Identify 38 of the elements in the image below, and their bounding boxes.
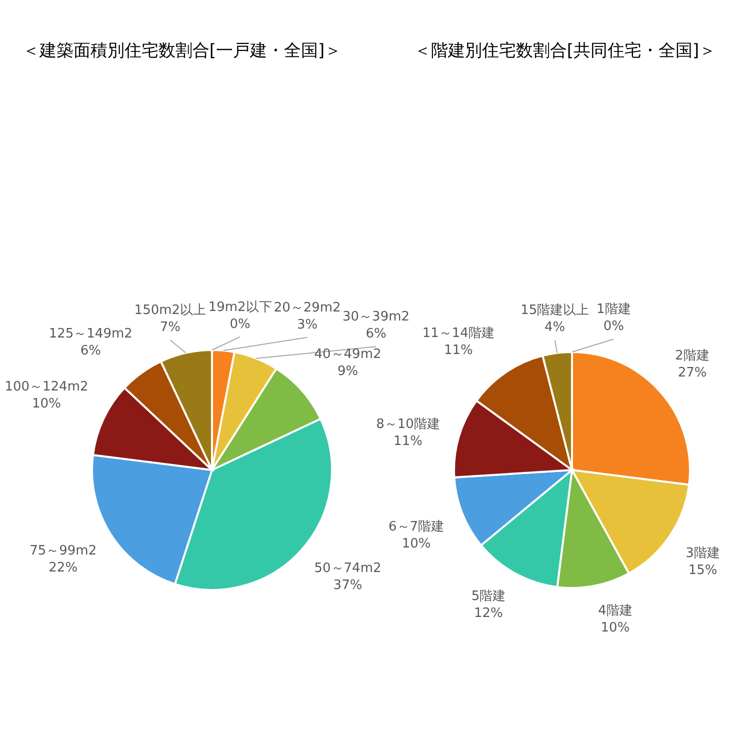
data-label: 9% [337, 364, 358, 379]
data-label: 12% [474, 606, 503, 621]
slice-label: 2階建 [675, 348, 710, 364]
data-label: 27% [678, 365, 707, 380]
slice-label: 30～39m2 [342, 310, 410, 325]
slice-label: 11～14階建 [422, 326, 494, 341]
data-label: 15% [688, 562, 718, 578]
slice-label: 6～7階建 [388, 519, 444, 534]
chart-title: ＜建築面積別住宅数割合[一戸建・全国]＞ [22, 41, 342, 61]
data-label: 10% [600, 620, 630, 636]
chart-title: ＜階建別住宅数割合[共同住宅・全国]＞ [414, 41, 716, 61]
slice-label: 75～99m2 [30, 544, 97, 559]
slice-label: 100～124m2 [4, 380, 88, 395]
category-label: 19m2以下 [208, 300, 272, 315]
data-label: 3% [297, 317, 318, 332]
slice-label: 20～29m2 [274, 300, 341, 316]
data-label: 22% [48, 560, 78, 576]
data-label: 10% [402, 536, 431, 552]
text: 0% [603, 319, 624, 334]
data-label: 10% [32, 396, 61, 412]
slice-label: 40～49m2 [314, 346, 382, 362]
slice-label: 3階建 [686, 546, 720, 561]
slice-label: 8～10階建 [376, 416, 440, 432]
text: 0% [230, 316, 250, 332]
slice-label: 4階建 [598, 603, 632, 618]
data-label: 4% [544, 320, 566, 336]
slice-label: 150m2以上 [134, 303, 206, 318]
data-label: 6% [366, 326, 386, 342]
data-label: 11% [394, 434, 422, 449]
data-label: 37% [333, 578, 362, 594]
slice-label: 5階建 [471, 588, 506, 604]
data-label: 7% [160, 320, 180, 336]
category-label: 1階建 [596, 302, 631, 318]
slice-label: 125～149m2 [48, 326, 132, 342]
data-label: 11% [444, 342, 473, 358]
data-label: 6% [80, 343, 101, 358]
slice-label: 50～74m2 [314, 561, 382, 576]
slice-label: 15階建以上 [520, 303, 590, 318]
